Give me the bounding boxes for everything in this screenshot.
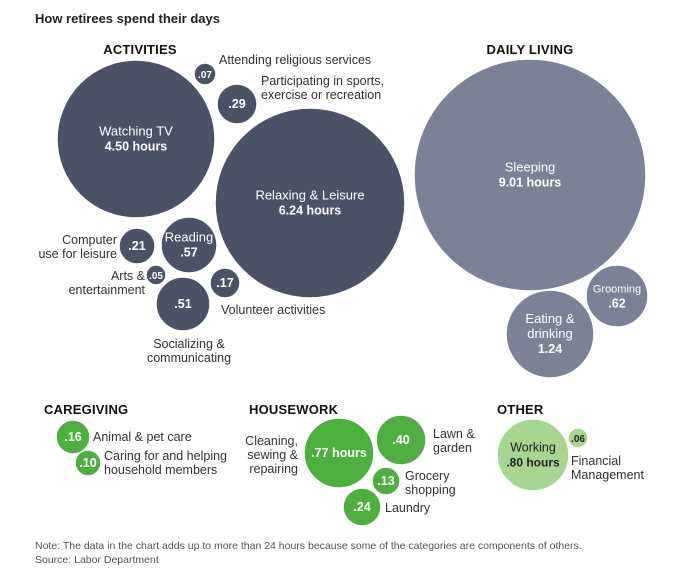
category-label-socializing: Socializing & <box>153 337 225 351</box>
chart-note: Note: The data in the chart adds up to m… <box>35 540 582 552</box>
bubble-volunteer <box>209 267 241 299</box>
category-label-financial: Management <box>571 468 644 482</box>
category-label-cleaning: sewing & <box>247 448 298 462</box>
category-label-animal: Animal & pet care <box>93 430 192 444</box>
bubble-socializing <box>155 276 211 332</box>
bubble-lawn <box>375 414 427 466</box>
bubble-value-socializing: .51 <box>174 297 191 311</box>
category-label-laundry: Laundry <box>385 501 431 515</box>
bubble-label-watching-tv: Watching TV <box>99 124 173 139</box>
bubble-caring <box>74 449 102 477</box>
bubble-laundry <box>342 487 382 527</box>
bubble-label-reading: Reading <box>165 230 213 245</box>
bubble-value-caring: .10 <box>79 456 96 470</box>
bubble-computer <box>118 227 156 265</box>
category-label-cleaning: repairing <box>249 462 298 476</box>
category-label-cleaning: Cleaning, <box>245 434 298 448</box>
bubble-arts <box>145 264 167 286</box>
bubble-value-laundry: .24 <box>353 500 370 514</box>
category-label-socializing: communicating <box>147 351 231 365</box>
section-heading-housework: HOUSEWORK <box>249 402 339 417</box>
category-label-grocery: Grocery <box>405 469 450 483</box>
bubble-value-computer: .21 <box>128 239 145 253</box>
bubble-value-relaxing-leisure: 6.24 hours <box>279 204 342 218</box>
category-label-arts: entertainment <box>69 283 146 297</box>
bubble-value-sleeping: 9.01 hours <box>499 176 562 190</box>
bubble-cleaning <box>303 417 375 489</box>
category-label-volunteer: Volunteer activities <box>221 303 325 317</box>
bubble-watching-tv <box>56 59 216 219</box>
category-label-computer: Computer <box>62 233 117 247</box>
category-label-lawn: Lawn & <box>433 427 475 441</box>
section-heading-caregiving: CAREGIVING <box>44 402 128 417</box>
category-label-sports: exercise or recreation <box>261 88 381 102</box>
bubble-grooming <box>585 264 649 328</box>
bubble-working <box>496 418 570 492</box>
bubble-value-arts: .05 <box>149 271 163 282</box>
bubble-value-working: .80 hours <box>506 456 560 470</box>
bubble-religious <box>193 62 217 86</box>
bubble-relaxing-leisure <box>214 107 406 299</box>
section-heading-daily-living: DAILY LIVING <box>487 42 574 57</box>
category-label-lawn: garden <box>433 441 472 455</box>
bubble-value-grooming: .62 <box>608 297 625 311</box>
bubble-value-cleaning: .77 hours <box>311 446 367 460</box>
category-label-religious: Attending religious services <box>219 53 371 67</box>
bubble-label-eating: drinking <box>527 326 573 341</box>
bubble-value-financial: .06 <box>571 434 585 445</box>
category-label-caring: household members <box>104 463 217 477</box>
bubble-sports <box>216 83 258 125</box>
category-label-grocery: shopping <box>405 483 456 497</box>
bubble-value-reading: .57 <box>180 246 197 260</box>
bubble-value-eating: 1.24 <box>538 342 562 356</box>
bubble-eating <box>505 289 595 379</box>
bubble-sleeping <box>413 58 647 292</box>
category-label-sports: Participating in sports, <box>261 74 384 88</box>
bubble-value-watching-tv: 4.50 hours <box>105 140 168 154</box>
bubble-grocery <box>371 466 401 496</box>
chart-source: Source: Labor Department <box>35 554 159 566</box>
category-label-financial: Financial <box>571 454 621 468</box>
category-label-computer: use for leisure <box>38 247 117 261</box>
bubble-label-grooming: Grooming <box>593 284 641 296</box>
chart-title: How retirees spend their days <box>35 11 220 26</box>
bubble-value-animal: .16 <box>64 430 81 444</box>
bubble-animal <box>55 419 91 455</box>
bubble-reading <box>160 216 218 274</box>
bubble-value-religious: .07 <box>198 70 212 81</box>
bubble-financial <box>567 427 589 449</box>
bubble-value-volunteer: .17 <box>216 276 233 290</box>
bubble-value-lawn: .40 <box>392 433 409 447</box>
bubble-label-eating: Eating & <box>525 311 574 326</box>
section-heading-other: OTHER <box>497 402 544 417</box>
section-heading-activities: ACTIVITIES <box>103 42 177 57</box>
bubble-label-relaxing-leisure: Relaxing & Leisure <box>255 188 364 203</box>
category-label-caring: Caring for and helping <box>104 449 227 463</box>
bubble-label-sleeping: Sleeping <box>505 160 556 175</box>
category-label-arts: Arts & <box>111 269 146 283</box>
bubble-value-sports: .29 <box>228 97 245 111</box>
bubble-label-working: Working <box>510 441 556 455</box>
bubble-value-grocery: .13 <box>377 474 394 488</box>
